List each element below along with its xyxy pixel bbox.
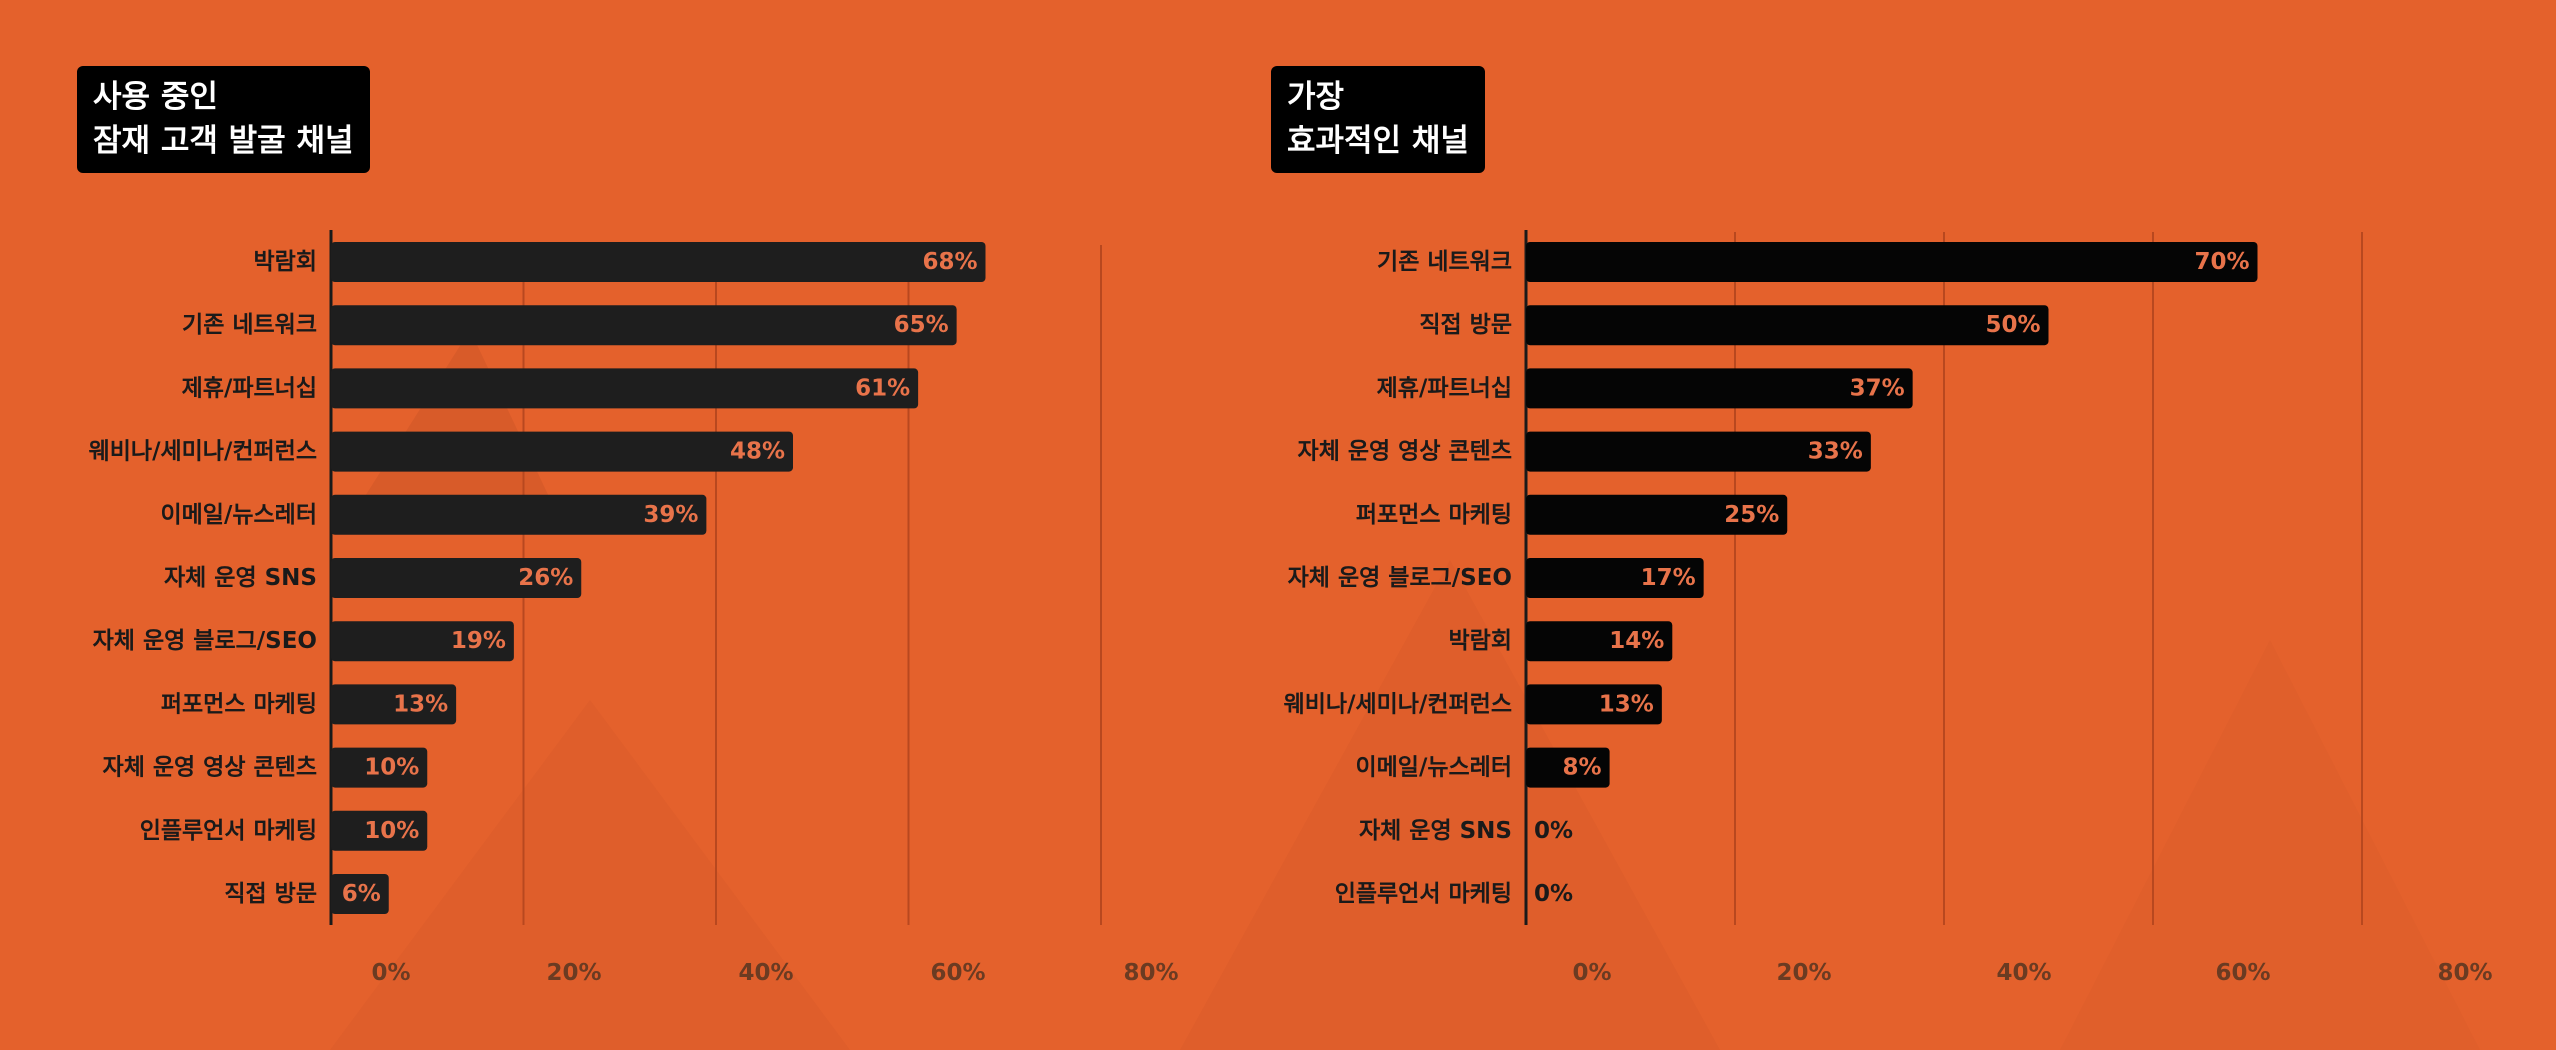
category-label: 기존 네트워크 [1377, 249, 1512, 275]
chart-title: 사용 중인 잠재 고객 발굴 채널 [77, 66, 370, 173]
data-label: 19% [451, 628, 506, 654]
category-label: 자체 운영 영상 콘텐츠 [103, 755, 317, 781]
data-label: 33% [1808, 439, 1863, 465]
x-tick-label: 80% [2437, 960, 2492, 986]
chart-panel-effective: 가장 효과적인 채널 기존 네트워크 70% 직접 방문 50% 제휴/파트너십 37% 자… [1200, 0, 2556, 1050]
usage-bar-chart: 박람회 68% 기존 네트워크 65% 제휴/파트너십 61% 웨비나/세미나/컨퍼런스 48… [89, 230, 1179, 986]
category-label: 이메일/뉴스레터 [1355, 755, 1512, 781]
data-label: 13% [1599, 691, 1654, 717]
bar [1526, 431, 1871, 472]
data-label: 39% [643, 502, 698, 528]
bar [331, 558, 582, 598]
category-label: 이메일/뉴스레터 [160, 502, 317, 528]
data-label: 26% [518, 565, 573, 591]
category-label: 자체 운영 블로그/SEO [1288, 565, 1512, 591]
chart-panel-usage: 사용 중인 잠재 고객 발굴 채널 박람회 68% 기존 네트워크 65% 제휴/파트너… [0, 0, 1200, 1050]
chart-title-line-1: 가장 [1287, 79, 1345, 115]
bar [331, 305, 957, 346]
data-label: 65% [894, 312, 949, 338]
data-label: 70% [2194, 249, 2249, 275]
category-label: 자체 운영 SNS [164, 565, 317, 591]
bar [331, 747, 428, 788]
category-label: 박람회 [254, 249, 317, 275]
bar [1526, 558, 1704, 598]
data-label: 10% [364, 818, 419, 844]
data-label: 50% [1985, 312, 2040, 338]
data-label: 61% [855, 375, 910, 401]
category-label: 자체 운영 SNS [1359, 818, 1512, 844]
chart-title-line-2: 잠재 고객 발굴 채널 [93, 123, 354, 159]
chart-title: 가장 효과적인 채널 [1271, 66, 1485, 173]
category-label: 박람회 [1449, 628, 1512, 654]
data-label: 13% [393, 691, 448, 717]
data-label: 14% [1609, 628, 1664, 654]
x-tick-label: 60% [2215, 960, 2270, 986]
bar [331, 431, 793, 472]
bar [1526, 621, 1673, 662]
bar [331, 494, 707, 535]
bar [331, 242, 986, 282]
chart-title-line-2: 효과적인 채널 [1287, 123, 1469, 159]
category-label: 인플루언서 마케팅 [140, 818, 317, 844]
category-label: 직접 방문 [1419, 312, 1512, 338]
bar [1526, 747, 1610, 788]
chart-title-line-1: 사용 중인 [93, 79, 218, 115]
category-label: 제휴/파트너십 [1377, 375, 1512, 401]
bar [331, 810, 428, 851]
bar [1526, 684, 1662, 725]
data-label: 8% [1563, 755, 1602, 781]
data-label: 6% [342, 881, 381, 907]
data-label: 0% [1534, 881, 1573, 907]
category-label: 퍼포먼스 마케팅 [1356, 502, 1512, 528]
category-label: 웨비나/세미나/컨퍼런스 [89, 439, 317, 465]
x-tick-label: 20% [1776, 960, 1831, 986]
bar [1526, 305, 2049, 346]
bar [331, 874, 389, 914]
data-label: 0% [1534, 818, 1573, 844]
data-label: 17% [1641, 565, 1696, 591]
bar [1526, 242, 2258, 282]
x-tick-label: 0% [371, 960, 410, 986]
data-label: 68% [922, 249, 977, 275]
category-label: 제휴/파트너십 [182, 375, 317, 401]
x-tick-label: 0% [1572, 960, 1611, 986]
effective-bar-chart: 기존 네트워크 70% 직접 방문 50% 제휴/파트너십 37% 자체 운영 영상 콘텐츠… [1284, 230, 2493, 986]
category-label: 퍼포먼스 마케팅 [161, 691, 317, 717]
bar [331, 368, 919, 409]
bar [1526, 368, 1913, 409]
bar [331, 621, 514, 662]
x-tick-label: 80% [1123, 960, 1178, 986]
x-tick-label: 40% [1996, 960, 2051, 986]
bar [331, 684, 457, 725]
category-label: 인플루언서 마케팅 [1335, 881, 1512, 907]
category-label: 기존 네트워크 [182, 312, 317, 338]
category-label: 자체 운영 블로그/SEO [93, 628, 317, 654]
x-tick-label: 20% [546, 960, 601, 986]
data-label: 37% [1850, 375, 1905, 401]
data-label: 10% [364, 755, 419, 781]
category-label: 직접 방문 [224, 881, 317, 907]
data-label: 48% [730, 439, 785, 465]
x-tick-label: 40% [738, 960, 793, 986]
bar [1526, 494, 1788, 535]
category-label: 웨비나/세미나/컨퍼런스 [1284, 691, 1512, 717]
data-label: 25% [1724, 502, 1779, 528]
x-tick-label: 60% [930, 960, 985, 986]
category-label: 자체 운영 영상 콘텐츠 [1298, 439, 1512, 465]
